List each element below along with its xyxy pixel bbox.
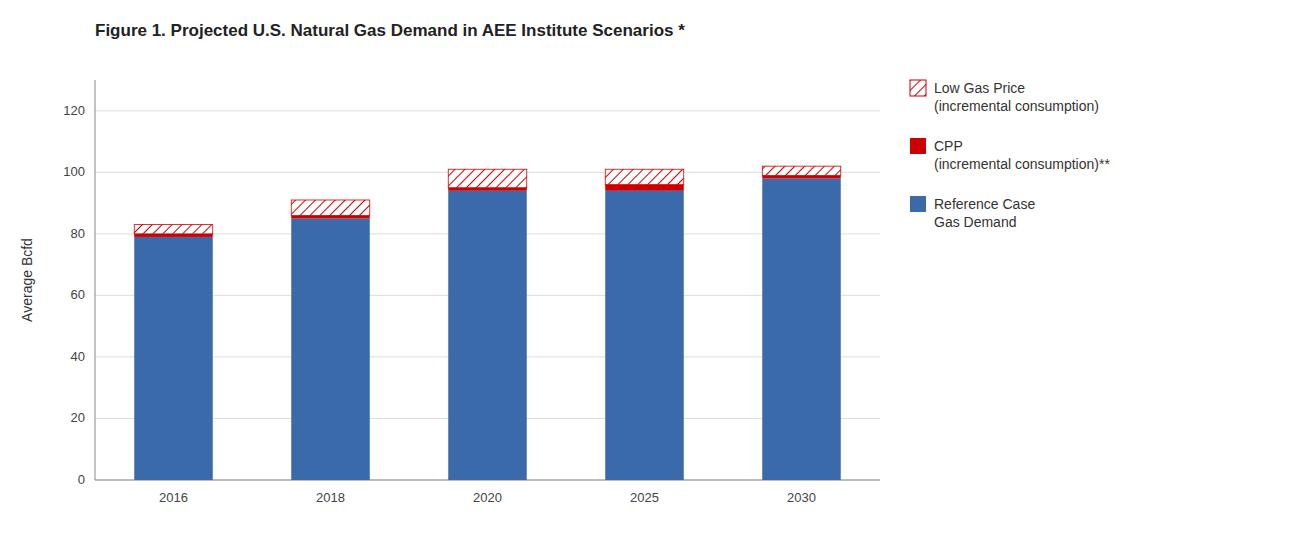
y-tick-label: 0: [78, 472, 85, 487]
bar-segment: [448, 191, 527, 480]
legend-label: CPP (incremental consumption)**: [934, 138, 1110, 172]
legend-swatch: [910, 80, 926, 96]
legend-label: Low Gas Price (incremental consumption): [934, 80, 1099, 114]
legend-swatch: [910, 196, 926, 212]
y-tick-label: 20: [71, 410, 85, 425]
y-tick-label: 100: [63, 164, 85, 179]
legend-swatch: [910, 138, 926, 154]
legend-label: Reference Case Gas Demand: [934, 196, 1035, 230]
bar-segment: [762, 178, 841, 480]
bar-segment: [762, 175, 841, 178]
bar-segment: [448, 188, 527, 191]
y-tick-label: 40: [71, 349, 85, 364]
chart-container: Figure 1. Projected U.S. Natural Gas Dem…: [0, 0, 1290, 550]
legend-label-line: (incremental consumption)**: [934, 156, 1110, 172]
bar-segment: [605, 185, 684, 191]
bar-segment: [291, 200, 370, 215]
x-tick-label: 2025: [630, 490, 659, 505]
bar-segment: [134, 225, 213, 234]
legend-label-line: CPP: [934, 138, 963, 154]
bar-segment: [291, 218, 370, 480]
legend-label-line: (incremental consumption): [934, 98, 1099, 114]
grid: [95, 111, 880, 480]
chart-svg: Figure 1. Projected U.S. Natural Gas Dem…: [0, 0, 1290, 550]
y-tick-label: 120: [63, 103, 85, 118]
x-tick-label: 2018: [316, 490, 345, 505]
y-tick-label: 80: [71, 226, 85, 241]
y-axis-line: [95, 80, 96, 480]
bar-segment: [605, 169, 684, 184]
bar-segment: [134, 234, 213, 237]
y-axis-label: Average Bcfd: [19, 238, 35, 322]
legend-label-line: Low Gas Price: [934, 80, 1025, 96]
bar-segment: [291, 215, 370, 218]
legend-label-line: Gas Demand: [934, 214, 1016, 230]
chart-title: Figure 1. Projected U.S. Natural Gas Dem…: [95, 21, 685, 40]
legend-label-line: Reference Case: [934, 196, 1035, 212]
bar-segment: [448, 169, 527, 187]
bar-segment: [762, 166, 841, 175]
grid-line: [95, 110, 880, 111]
legend: Low Gas Price (incremental consumption) CP…: [910, 80, 1110, 230]
bar-segment: [605, 191, 684, 480]
bars: [134, 166, 841, 480]
x-tick-label: 2020: [473, 490, 502, 505]
bar-segment: [134, 237, 213, 480]
x-tick-label: 2030: [787, 490, 816, 505]
y-tick-label: 60: [71, 287, 85, 302]
x-tick-label: 2016: [159, 490, 188, 505]
